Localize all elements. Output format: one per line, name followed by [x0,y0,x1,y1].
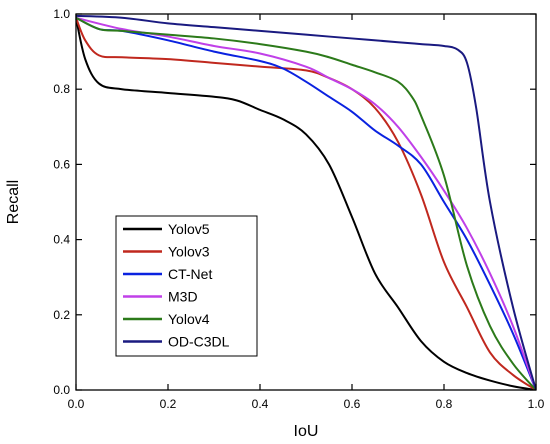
legend-label: M3D [168,289,198,305]
legend-label: CT-Net [168,266,212,282]
y-axis-title: Recall [5,180,22,224]
y-axis-ticks: 0.0 0.2 0.4 0.6 0.8 1.0 [53,7,536,397]
legend-box [115,215,258,357]
legend-label: Yolov5 [168,221,210,237]
y-tick-label: 0.6 [53,157,70,171]
series-line-m3d [76,16,536,390]
x-axis-title: IoU [294,423,319,440]
series-line-yolov5 [76,17,536,390]
y-tick-label: 0.8 [53,82,70,96]
x-tick-label: 1.0 [528,397,545,411]
plot-frame [75,13,537,391]
x-tick-label: 0.6 [344,397,361,411]
x-tick-label: 0.4 [252,397,269,411]
y-tick-label: 0.4 [53,233,70,247]
x-tick-label: 0.2 [160,397,177,411]
legend: Yolov5 Yolov3 CT-Net M3D Yolov4 OD-C3DL [115,215,258,357]
series-line-ct-net [76,16,536,390]
legend-label: OD-C3DL [168,334,230,350]
x-tick-label: 0.8 [436,397,453,411]
legend-label: Yolov3 [168,244,210,260]
y-tick-label: 1.0 [53,7,70,21]
series-line-yolov4 [76,16,536,390]
series-line-od-c3dl [76,14,536,390]
x-tick-label: 0.0 [68,397,85,411]
y-tick-label: 0.0 [53,383,70,397]
x-axis-ticks: 0.0 0.2 0.4 0.6 0.8 1.0 [68,14,545,411]
legend-label: Yolov4 [168,311,210,327]
series-layer [76,14,536,390]
y-tick-label: 0.2 [53,308,70,322]
